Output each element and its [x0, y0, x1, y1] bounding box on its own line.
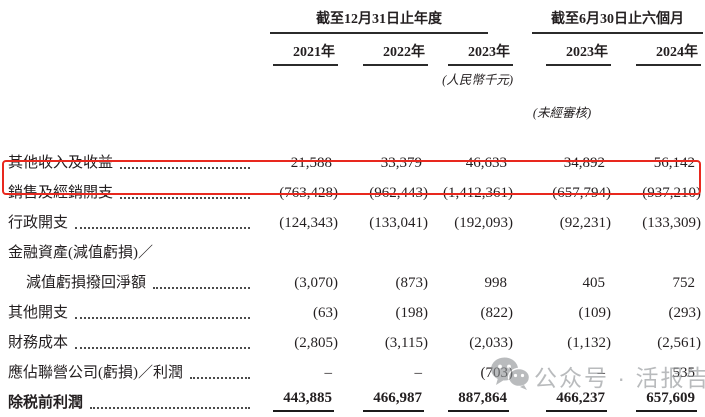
currency-note: (人民幣千元)	[442, 73, 513, 87]
cell-2024-interim: 752	[672, 275, 696, 291]
cell-2023-interim: (1,132)	[567, 335, 611, 351]
leader-dots	[75, 347, 250, 349]
cell-2022: (962,443)	[369, 185, 428, 201]
table-row-finance-costs: 財務成本 (2,805) (3,115) (2,033) (1,132) (2,…	[8, 327, 701, 357]
group-header-annual: 截至12月31日止年度	[270, 8, 488, 34]
cell-2023-interim: 405	[582, 275, 606, 291]
unaudited-note: (未經審核)	[532, 106, 592, 120]
cell-2021: (63)	[313, 305, 338, 321]
income-statement-table: 截至12月31日止年度 截至6月30日止六個月 2021年 2022年 2023…	[8, 8, 703, 417]
unaudited-note-row: (未經審核)	[8, 102, 701, 121]
cell-2022: (873)	[395, 275, 429, 291]
year-header-2023: 2023年	[428, 41, 513, 66]
currency-note-row: (人民幣千元)	[8, 69, 701, 88]
spacer	[513, 41, 535, 66]
year-header-row: 2021年 2022年 2023年 2023年 2024年	[8, 41, 701, 66]
leader-dots	[190, 377, 250, 379]
leader-dots	[90, 407, 250, 409]
row-label: 其他開支	[8, 305, 69, 321]
leader-dots	[153, 287, 250, 289]
row-label: 銷售及經銷開支	[8, 185, 114, 201]
year-header-2024-interim: 2024年	[611, 41, 701, 66]
cell-2024-interim: 535	[672, 365, 696, 381]
row-label: 其他收入及收益	[8, 155, 114, 171]
table-row-other-expenses: 其他開支 (63) (198) (822) (109) (293)	[8, 297, 701, 327]
cell-2021: (124,343)	[279, 215, 338, 231]
row-label: 應佔聯營公司(虧損)／利潤	[8, 365, 183, 381]
cell-2021: 443,885	[258, 390, 338, 412]
cell-2024-interim: (2,561)	[657, 335, 701, 351]
cell-2022: (3,115)	[384, 335, 428, 351]
table-row-selling-expenses: 銷售及經銷開支 (763,428) (962,443) (1,412,361) …	[8, 177, 701, 207]
year-header-2021: 2021年	[258, 41, 338, 66]
cell-2021: (763,428)	[279, 185, 338, 201]
wechat-icon	[490, 356, 531, 395]
table-row-financial-assets-caption: 金融資產(減值虧損)／	[8, 237, 701, 267]
row-label: 除税前利潤	[8, 395, 84, 411]
cell-2022: (198)	[395, 305, 429, 321]
year-header-2022: 2022年	[338, 41, 428, 66]
row-label: 行政開支	[8, 215, 69, 231]
cell-2021: –	[324, 365, 333, 381]
leader-dots	[120, 197, 250, 199]
spacer	[8, 8, 258, 34]
cell-2023-interim: (657,794)	[552, 185, 611, 201]
cell-2023: 998	[484, 275, 508, 291]
column-group-header-row: 截至12月31日止年度 截至6月30日止六個月	[8, 8, 703, 34]
cell-2022: –	[414, 365, 423, 381]
cell-2023: (1,412,361)	[443, 185, 513, 201]
cell-2023-interim: 34,892	[563, 155, 605, 171]
cell-2023-interim: (109)	[578, 305, 612, 321]
row-label: 減值虧損撥回淨額	[26, 275, 147, 291]
cell-2022: (133,041)	[369, 215, 428, 231]
leader-dots	[75, 317, 250, 319]
table-row-admin-expenses: 行政開支 (124,343) (133,041) (192,093) (92,2…	[8, 207, 701, 237]
year-header-2023-interim: 2023年	[535, 41, 611, 66]
cell-2021: (3,070)	[294, 275, 338, 291]
row-label: 金融資產(減值虧損)／	[8, 245, 153, 261]
cell-2023: (2,033)	[469, 335, 513, 351]
cell-2022: 33,379	[380, 155, 422, 171]
table-row-impairment-reversal: 減值虧損撥回淨額 (3,070) (873) 998 405 752	[8, 267, 701, 297]
table-body: 其他收入及收益 21,588 33,379 46,633 34,892 56,1…	[8, 147, 701, 417]
table-row-other-income: 其他收入及收益 21,588 33,379 46,633 34,892 56,1…	[8, 147, 701, 177]
cell-2021: 21,588	[290, 155, 332, 171]
cell-2024-interim: (133,309)	[642, 215, 701, 231]
cell-2023: (822)	[480, 305, 514, 321]
cell-2024-interim: 56,142	[653, 155, 695, 171]
cell-2023-interim: –	[597, 365, 606, 381]
cell-2023-interim: (92,231)	[559, 215, 611, 231]
watermark-text: 公众号 · 活报告	[534, 364, 705, 391]
cell-2021: (2,805)	[294, 335, 338, 351]
spacer	[8, 41, 258, 66]
group-header-interim: 截至6月30日止六個月	[532, 8, 703, 34]
leader-dots	[75, 227, 250, 229]
cell-2024-interim: (293)	[668, 305, 702, 321]
row-label: 財務成本	[8, 335, 69, 351]
cell-2024-interim: (937,210)	[642, 185, 701, 201]
cell-2023: 46,633	[465, 155, 507, 171]
leader-dots	[120, 167, 250, 169]
watermark: 公众号 · 活报告	[490, 356, 705, 395]
cell-2023: (192,093)	[454, 215, 513, 231]
cell-2022: 466,987	[338, 390, 428, 412]
